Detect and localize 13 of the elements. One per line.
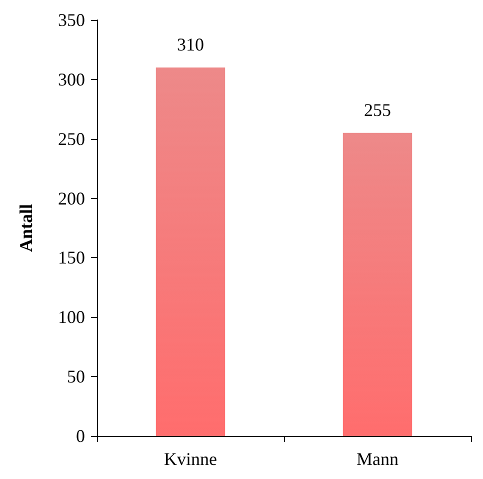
y-tick-label: 0 — [76, 426, 85, 446]
y-axis-title: Antall — [16, 204, 36, 252]
x-tick-label: Mann — [356, 449, 398, 469]
y-tick-label: 200 — [58, 188, 85, 208]
data-label: 255 — [364, 100, 391, 120]
y-tick-label: 250 — [58, 128, 85, 149]
y-tick-label: 150 — [58, 248, 85, 268]
y-tick-label: 100 — [58, 307, 85, 328]
y-tick-label: 350 — [58, 10, 85, 30]
data-label: 310 — [177, 34, 204, 55]
y-tick-label: 300 — [58, 69, 85, 90]
y-tick-label: 50 — [67, 366, 85, 387]
x-tick-label: Kvinne — [164, 449, 217, 469]
